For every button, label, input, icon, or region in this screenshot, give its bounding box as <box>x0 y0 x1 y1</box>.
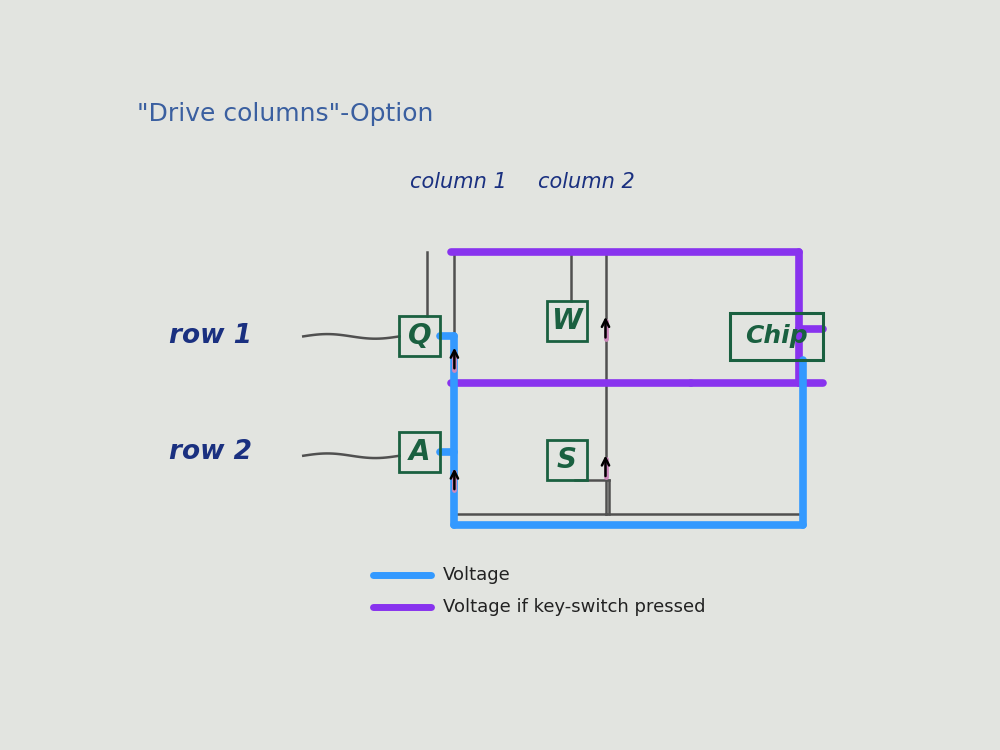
Text: A: A <box>409 438 430 466</box>
Text: "Drive columns"-Option: "Drive columns"-Option <box>137 101 433 125</box>
Text: Voltage: Voltage <box>443 566 511 584</box>
Text: W: W <box>551 307 582 335</box>
Text: Voltage if key-switch pressed: Voltage if key-switch pressed <box>443 598 705 616</box>
Text: row 2: row 2 <box>169 439 252 465</box>
Text: Chip: Chip <box>745 325 807 349</box>
Text: row 1: row 1 <box>169 323 252 350</box>
Text: column 2: column 2 <box>538 172 635 193</box>
Text: S: S <box>557 446 577 473</box>
Text: Q: Q <box>408 322 431 350</box>
Text: column 1: column 1 <box>410 172 507 193</box>
